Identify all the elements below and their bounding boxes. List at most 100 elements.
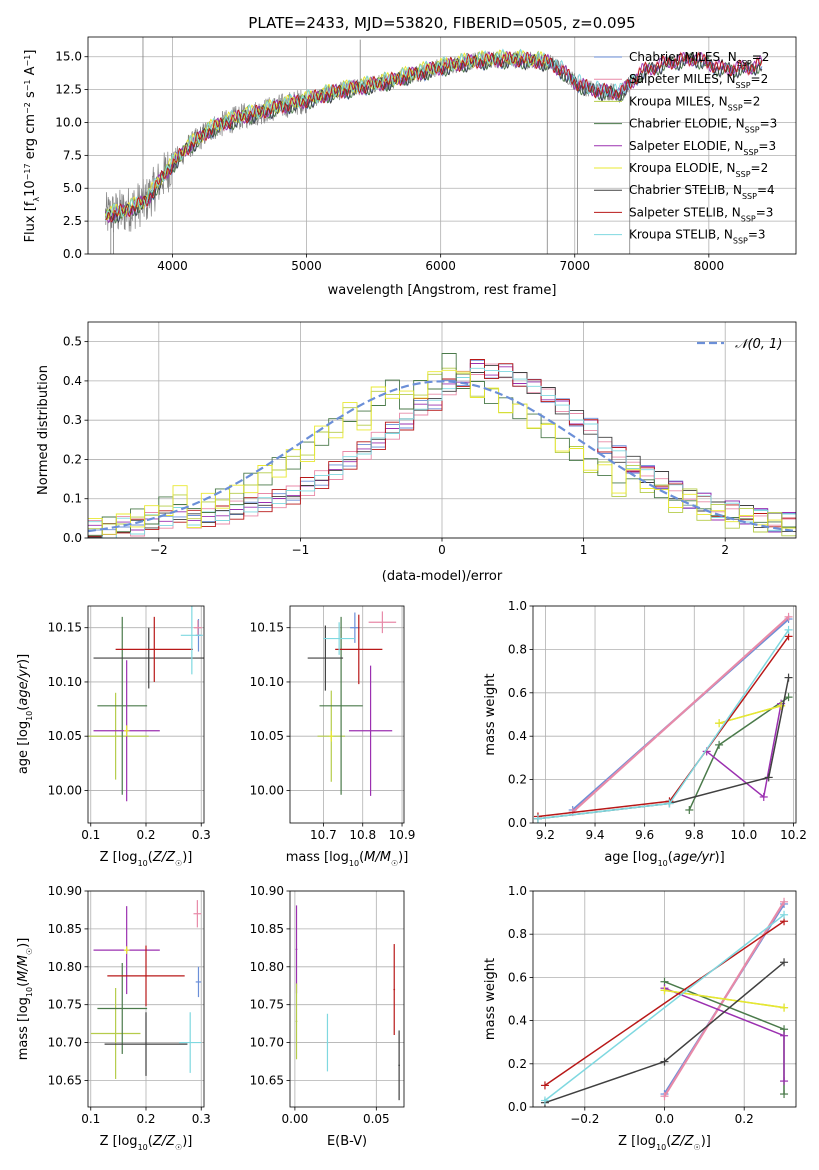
label-part: ☉ <box>25 948 34 955</box>
label-part: Flux [f <box>23 201 38 242</box>
label-part: Z/Z <box>152 850 176 865</box>
errorbar-kroupa-elodie <box>123 725 130 737</box>
plot-area <box>307 611 397 796</box>
label-part: =4 <box>757 183 775 197</box>
x-tick-label: 5000 <box>291 259 322 273</box>
x-axis-label: Z [log10(Z/Z☉)] <box>100 1134 193 1152</box>
x-tick-label: 10.2 <box>780 828 807 842</box>
legend-entry: Kroupa MILES, NSSP=2 <box>629 94 760 112</box>
label-part: )] <box>16 654 31 664</box>
label-part: SSP <box>741 214 756 223</box>
axes-frame <box>87 36 797 255</box>
errorbar-salpeter-miles <box>368 611 397 634</box>
errorbar-salpeter-elodie <box>348 665 393 796</box>
label-part: 10 <box>25 987 34 997</box>
y-tick-label: 10.15 <box>250 621 284 635</box>
x-tick-label: 2 <box>721 543 729 557</box>
x-tick-label: 6000 <box>425 259 456 273</box>
label-part: 10 <box>23 180 38 197</box>
residuals-axes: −2 −1 0 1 2 0.0 0.1 0.2 0.3 0.4 0.5 (data-model)/er… <box>36 321 797 584</box>
legend-entry: Chabrier ELODIE, NSSP=3 <box>629 117 777 135</box>
plot-area <box>88 606 204 802</box>
y-tick-label: 0.3 <box>63 413 82 427</box>
errorbar-salpeter-elodie <box>295 905 298 994</box>
label-part: 10 <box>138 1143 148 1152</box>
y-tick-label: 10.0 <box>55 115 82 129</box>
x-axis-label: mass [log10(M/M☉)] <box>286 850 409 868</box>
x-tick-label: 9.2 <box>536 828 555 842</box>
y-axis-label: mass [log10(M/M☉)] <box>16 938 34 1061</box>
label-part: age/yr <box>673 850 716 865</box>
label-part: erg cm <box>23 114 38 163</box>
y-tick-label: 0.0 <box>63 247 82 261</box>
label-part: ] <box>23 50 38 55</box>
y-tick-label: 0.2 <box>63 452 82 466</box>
label-part: age [log <box>604 850 657 865</box>
errorbar-kroupa-miles <box>88 692 149 780</box>
plot-area <box>88 353 796 538</box>
x-tick-label: 0 <box>438 543 446 557</box>
y-tick-label: 10.80 <box>250 960 284 974</box>
errorbar-kroupa-stelib <box>326 1013 329 1072</box>
mass-vs-EBV-axes: 0.00 0.05 10.65 10.70 10.75 10.80 10.85 10.90 E(… <box>250 884 405 1149</box>
y-axis-label: mass weight <box>483 673 498 755</box>
label-part: Kroupa STELIB, N <box>629 228 733 242</box>
label-part: SSP <box>737 59 752 68</box>
gaussian-curve <box>88 380 796 533</box>
label-part: =3 <box>760 117 778 131</box>
legend-entry: 𝒩(0, 1) <box>735 337 782 352</box>
label-part: Z [log <box>618 1134 656 1149</box>
y-tick-label: 10.85 <box>250 922 284 936</box>
x-tick-label: 7000 <box>559 259 590 273</box>
y-tick-label: 0.0 <box>63 531 82 545</box>
y-tick-label: 0.2 <box>508 773 527 787</box>
weight-line-chabrier-stelib <box>537 677 790 820</box>
x-tick-label: 10.7 <box>310 828 337 842</box>
legend-entry: Salpeter STELIB, NSSP=3 <box>629 205 773 223</box>
label-part: A <box>23 66 38 79</box>
label-part: )] <box>398 850 408 865</box>
plot-area <box>295 905 400 1101</box>
x-axis-label: Z [log10(Z/Z☉)] <box>618 1134 711 1152</box>
y-axis-label: Normed distribution <box>36 365 51 495</box>
label-part: =2 <box>743 94 761 108</box>
y-tick-label: 0.4 <box>508 1014 527 1028</box>
axes-frame <box>289 605 405 824</box>
y-tick-label: 10.00 <box>250 783 284 797</box>
label-part: )] <box>701 1134 711 1149</box>
label-part: SSP <box>728 103 743 112</box>
errorbar-chabrier-elodie <box>97 963 148 1054</box>
label-part: ☉ <box>175 1143 182 1152</box>
x-tick-label: 10.0 <box>731 828 758 842</box>
errorbar-kroupa-stelib <box>323 622 355 655</box>
label-part: 10 <box>656 1143 666 1152</box>
label-part: ( <box>16 982 31 987</box>
label-part: ☉ <box>694 1143 701 1152</box>
model-spectrum-kroupa-stelib <box>104 48 636 221</box>
weight-line-salpeter-stelib <box>537 635 790 818</box>
label-part: Kroupa ELODIE, N <box>629 161 736 175</box>
grid <box>533 890 796 1108</box>
x-tick-label: 0.00 <box>282 1112 309 1126</box>
x-tick-label: 0.0 <box>655 1112 674 1126</box>
label-part: ☉ <box>391 859 398 868</box>
y-tick-label: 10.75 <box>48 998 82 1012</box>
label-part: ( <box>668 850 673 865</box>
x-tick-label: 1 <box>580 543 588 557</box>
y-tick-label: 10.65 <box>48 1073 82 1087</box>
errorbar-chabrier-elodie <box>97 616 148 795</box>
residual-hist-kroupa-elodie <box>88 369 796 535</box>
x-axis-label: age [log10(age/yr)] <box>604 850 724 868</box>
x-tick-label: 0.05 <box>363 1112 390 1126</box>
y-tick-label: 0.1 <box>63 492 82 506</box>
y-tick-label: 0.0 <box>508 1100 527 1114</box>
y-tick-label: 10.05 <box>250 729 284 743</box>
errorbar-salpeter-stelib <box>393 944 396 1035</box>
label-part: SSP <box>733 236 748 245</box>
x-tick-label: 0.2 <box>136 828 155 842</box>
y-tick-label: 15.0 <box>55 50 82 64</box>
y-tick-label: 10.10 <box>250 675 284 689</box>
label-part: )] <box>16 938 31 948</box>
y-tick-label: 10.05 <box>48 729 82 743</box>
label-part: 10 <box>138 859 148 868</box>
